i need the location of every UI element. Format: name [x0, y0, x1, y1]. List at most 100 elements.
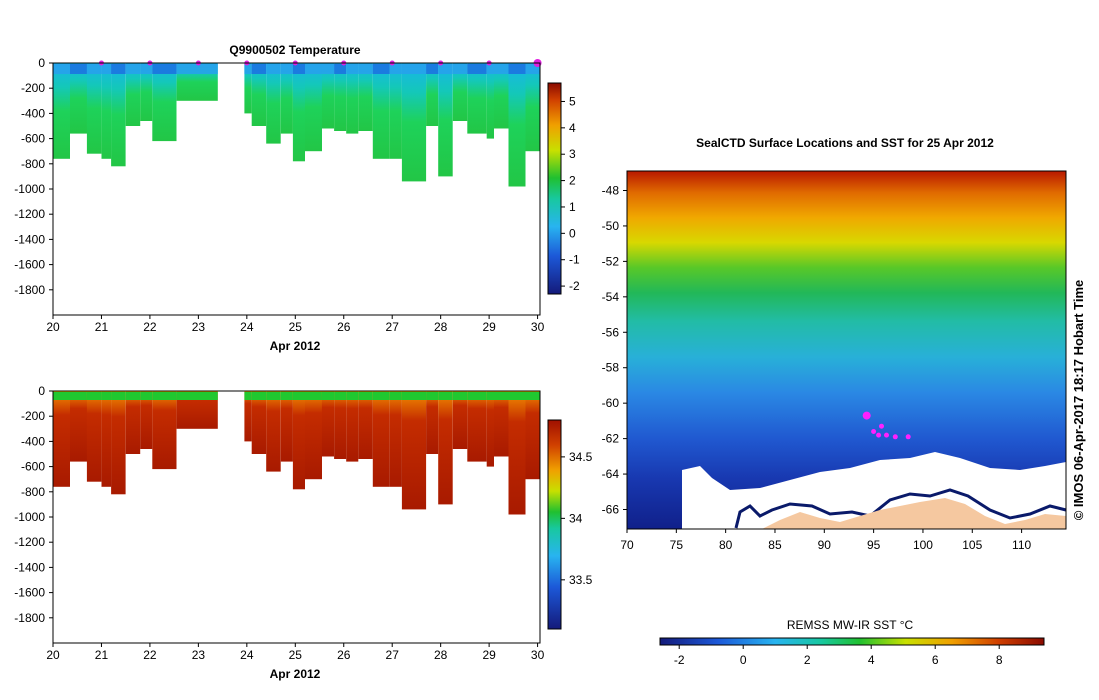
- lat-tick-label-0: -48: [602, 183, 620, 197]
- surface-band-9: [244, 392, 252, 400]
- surface-band-29: [525, 392, 540, 400]
- map-frame: [626, 170, 1067, 530]
- seal-position-4: [892, 434, 898, 440]
- x-tick-label-2: 22: [143, 648, 157, 662]
- profile-column-15: [321, 63, 334, 129]
- profile-column-26: [486, 63, 494, 139]
- surface-band-12: [280, 64, 293, 74]
- surface-band-15: [321, 392, 334, 400]
- profile-column-28: [508, 391, 526, 515]
- x-tick-label-10: 30: [531, 648, 545, 662]
- profile-column-9: [244, 391, 252, 442]
- profile-column-23: [438, 63, 453, 177]
- seal-position-6: [879, 423, 884, 429]
- surface-band-16: [334, 64, 347, 74]
- surface-band-15: [321, 64, 334, 74]
- x-tick-label-5: 25: [289, 320, 303, 334]
- surface-band-16: [334, 392, 347, 400]
- y-tick-label-8: -1600: [14, 258, 45, 272]
- surface-band-1: [70, 392, 87, 400]
- seal-positions: [862, 411, 911, 440]
- x-tick-label-6: 26: [337, 648, 351, 662]
- profile-column-5: [125, 391, 141, 454]
- surface-band-8: [176, 64, 218, 74]
- surface-band-17: [346, 392, 359, 400]
- sst-colorbar-tick-label-0: -2: [674, 653, 685, 667]
- profile-column-12: [280, 63, 293, 134]
- colorbar-tick-label-2: 33.5: [569, 573, 593, 587]
- surface-band-10: [251, 392, 267, 400]
- surface-band-27: [494, 64, 509, 74]
- profile-column-26: [486, 391, 494, 467]
- x-tick-label-4: 24: [240, 320, 254, 334]
- sst-colorbar-tick-label-3: 4: [868, 653, 875, 667]
- temperature-colorbar: [547, 82, 562, 295]
- profile-column-19: [372, 63, 390, 159]
- surface-band-4: [111, 392, 126, 400]
- surface-band-22: [426, 64, 439, 74]
- x-tick-label-8: 28: [434, 320, 448, 334]
- x-tick-label-4: 24: [240, 648, 254, 662]
- y-tick-label-1: -200: [21, 81, 45, 95]
- colorbar-tick-label-0: 5: [569, 94, 576, 108]
- surface-band-21: [401, 392, 427, 400]
- profile-column-7: [152, 391, 177, 470]
- profile-column-0: [53, 391, 70, 487]
- profile-column-22: [426, 63, 439, 126]
- y-tick-label-4: -800: [21, 157, 45, 171]
- profile-column-9: [244, 63, 252, 114]
- colorbar-tick-label-2: 3: [569, 147, 576, 161]
- temperature-title: Q9900502 Temperature: [229, 43, 361, 57]
- surface-band-12: [280, 392, 293, 400]
- profile-column-5: [125, 63, 141, 126]
- surface-band-28: [508, 392, 526, 400]
- surface-band-14: [305, 64, 322, 74]
- profile-column-6: [140, 391, 153, 449]
- surface-band-2: [86, 392, 102, 400]
- profile-column-10: [251, 391, 267, 454]
- profile-column-24: [452, 391, 468, 449]
- surface-band-14: [305, 392, 322, 400]
- seal-position-2: [876, 432, 882, 438]
- profile-column-29: [525, 63, 540, 152]
- y-tick-label-2: -400: [21, 106, 45, 120]
- lon-tick-label-8: 110: [1012, 538, 1031, 552]
- profile-column-4: [111, 391, 126, 495]
- surface-band-13: [292, 392, 305, 400]
- colorbar-tick-label-1: 4: [569, 121, 576, 135]
- seal-position-0: [862, 411, 871, 420]
- surface-band-3: [101, 64, 112, 74]
- map-longitude-axis: 70 75 80 85 90 95 100 105 110: [620, 529, 1031, 552]
- temperature-y-axis: 0 -200 -400 -600 -800 -1000 -1200 -1400 -1600 -18…: [14, 56, 53, 297]
- surface-band-25: [467, 392, 487, 400]
- surface-band-1: [70, 64, 87, 74]
- salinity-colorbar-ticks: 34.5 34 33.5: [561, 450, 593, 587]
- lon-tick-label-4: 90: [818, 538, 832, 552]
- surface-band-2: [86, 64, 102, 74]
- profile-column-2: [86, 391, 102, 482]
- colorbar-tick-label-6: -1: [569, 253, 580, 267]
- surface-band-9: [244, 64, 252, 74]
- profile-column-11: [266, 63, 281, 144]
- temperature-profiles: [53, 63, 540, 187]
- profile-column-25: [467, 63, 487, 134]
- x-tick-label-0: 20: [46, 320, 60, 334]
- surface-band-20: [389, 392, 402, 400]
- lat-tick-label-8: -64: [602, 467, 620, 481]
- surface-band-13: [292, 64, 305, 74]
- lon-tick-label-3: 85: [768, 538, 782, 552]
- profile-column-4: [111, 63, 126, 167]
- map-colorbar-label: REMSS MW-IR SST °C: [787, 618, 914, 632]
- y-tick-label-9: -1800: [14, 283, 45, 297]
- lat-tick-label-9: -66: [602, 503, 620, 517]
- temperature-x-axis: 20 21 22 23 24 25 26 27 28 29 30: [46, 315, 545, 334]
- profile-column-1: [70, 63, 87, 134]
- surface-band-6: [140, 392, 153, 400]
- profile-column-1: [70, 391, 87, 462]
- surface-band-4: [111, 64, 126, 74]
- y-tick-label-6: -1200: [14, 535, 45, 549]
- profile-column-18: [358, 63, 373, 131]
- surface-band-18: [358, 392, 373, 400]
- sst-colorbar: [659, 637, 1045, 646]
- surface-band-21: [401, 64, 427, 74]
